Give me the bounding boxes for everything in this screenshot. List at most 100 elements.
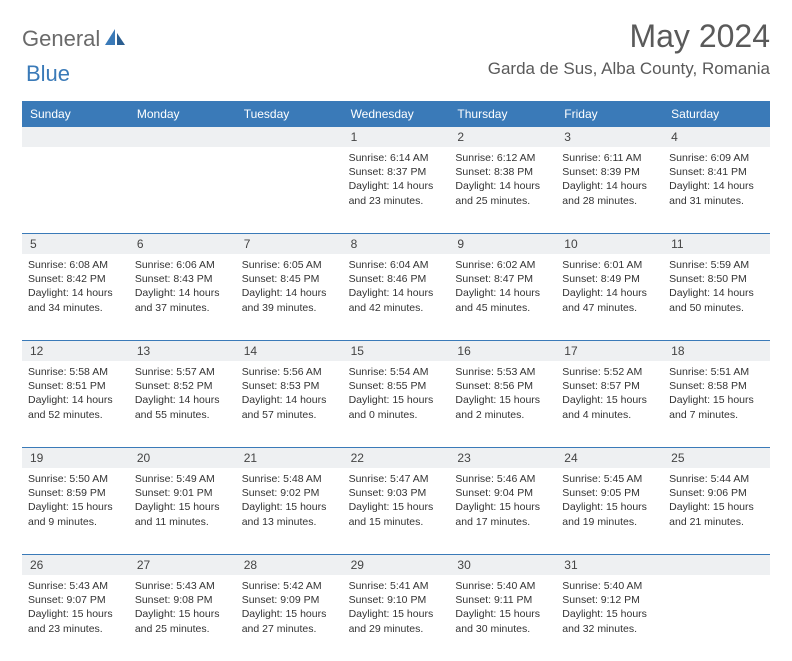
sunset: Sunset: 8:42 PM — [28, 272, 123, 286]
day-number — [129, 127, 236, 147]
daylight-line1: Daylight: 14 hours — [242, 286, 337, 300]
day-number: 18 — [663, 341, 770, 361]
daylight-line2: and 15 minutes. — [349, 515, 444, 529]
sunset: Sunset: 9:03 PM — [349, 486, 444, 500]
daylight-line1: Daylight: 15 hours — [562, 607, 657, 621]
daylight-line2: and 37 minutes. — [135, 301, 230, 315]
week-row: Sunrise: 5:50 AMSunset: 8:59 PMDaylight:… — [22, 468, 770, 555]
sunrise: Sunrise: 5:48 AM — [242, 472, 337, 486]
daylight-line1: Daylight: 15 hours — [349, 500, 444, 514]
daylight-line2: and 39 minutes. — [242, 301, 337, 315]
sunrise: Sunrise: 6:04 AM — [349, 258, 444, 272]
logo-text-general: General — [22, 26, 100, 52]
sunrise: Sunrise: 6:05 AM — [242, 258, 337, 272]
day-cell: Sunrise: 5:40 AMSunset: 9:12 PMDaylight:… — [556, 575, 663, 661]
daylight-line1: Daylight: 14 hours — [28, 286, 123, 300]
sunrise: Sunrise: 5:54 AM — [349, 365, 444, 379]
daynum-row: 262728293031 — [22, 555, 770, 575]
sunset: Sunset: 8:56 PM — [455, 379, 550, 393]
day-number: 14 — [236, 341, 343, 361]
daylight-line1: Daylight: 15 hours — [455, 393, 550, 407]
daylight-line1: Daylight: 14 hours — [669, 286, 764, 300]
weekday-header: SundayMondayTuesdayWednesdayThursdayFrid… — [22, 101, 770, 127]
day-cell: Sunrise: 5:51 AMSunset: 8:58 PMDaylight:… — [663, 361, 770, 447]
day-number: 5 — [22, 234, 129, 254]
logo-sail-icon — [104, 27, 126, 52]
daylight-line1: Daylight: 15 hours — [28, 607, 123, 621]
weekday-label: Sunday — [22, 101, 129, 127]
day-cell: Sunrise: 5:50 AMSunset: 8:59 PMDaylight:… — [22, 468, 129, 554]
day-number: 11 — [663, 234, 770, 254]
day-cell: Sunrise: 5:54 AMSunset: 8:55 PMDaylight:… — [343, 361, 450, 447]
day-cell: Sunrise: 5:59 AMSunset: 8:50 PMDaylight:… — [663, 254, 770, 340]
day-number — [663, 555, 770, 575]
sunset: Sunset: 8:45 PM — [242, 272, 337, 286]
sunrise: Sunrise: 5:51 AM — [669, 365, 764, 379]
daylight-line1: Daylight: 15 hours — [669, 393, 764, 407]
sunrise: Sunrise: 5:57 AM — [135, 365, 230, 379]
sunset: Sunset: 9:10 PM — [349, 593, 444, 607]
day-number: 26 — [22, 555, 129, 575]
sunrise: Sunrise: 5:40 AM — [562, 579, 657, 593]
daylight-line2: and 25 minutes. — [135, 622, 230, 636]
day-number: 8 — [343, 234, 450, 254]
day-number: 9 — [449, 234, 556, 254]
sunrise: Sunrise: 5:49 AM — [135, 472, 230, 486]
day-number: 15 — [343, 341, 450, 361]
daylight-line2: and 21 minutes. — [669, 515, 764, 529]
daylight-line1: Daylight: 15 hours — [349, 393, 444, 407]
sunrise: Sunrise: 5:40 AM — [455, 579, 550, 593]
daylight-line2: and 50 minutes. — [669, 301, 764, 315]
daylight-line2: and 13 minutes. — [242, 515, 337, 529]
sunrise: Sunrise: 6:11 AM — [562, 151, 657, 165]
daylight-line2: and 30 minutes. — [455, 622, 550, 636]
sunrise: Sunrise: 5:47 AM — [349, 472, 444, 486]
day-cell: Sunrise: 6:14 AMSunset: 8:37 PMDaylight:… — [343, 147, 450, 233]
sunset: Sunset: 8:38 PM — [455, 165, 550, 179]
sunrise: Sunrise: 5:50 AM — [28, 472, 123, 486]
sunset: Sunset: 9:09 PM — [242, 593, 337, 607]
daylight-line2: and 29 minutes. — [349, 622, 444, 636]
day-cell: Sunrise: 5:44 AMSunset: 9:06 PMDaylight:… — [663, 468, 770, 554]
sunset: Sunset: 8:49 PM — [562, 272, 657, 286]
day-cell: Sunrise: 5:43 AMSunset: 9:08 PMDaylight:… — [129, 575, 236, 661]
sunset: Sunset: 9:11 PM — [455, 593, 550, 607]
day-cell: Sunrise: 5:58 AMSunset: 8:51 PMDaylight:… — [22, 361, 129, 447]
day-cell: Sunrise: 5:43 AMSunset: 9:07 PMDaylight:… — [22, 575, 129, 661]
daylight-line1: Daylight: 15 hours — [135, 607, 230, 621]
sunrise: Sunrise: 5:56 AM — [242, 365, 337, 379]
sunset: Sunset: 8:51 PM — [28, 379, 123, 393]
logo: General — [22, 18, 130, 52]
month-title: May 2024 — [488, 18, 770, 55]
day-cell: Sunrise: 5:48 AMSunset: 9:02 PMDaylight:… — [236, 468, 343, 554]
sunrise: Sunrise: 6:02 AM — [455, 258, 550, 272]
day-cell: Sunrise: 6:12 AMSunset: 8:38 PMDaylight:… — [449, 147, 556, 233]
sunrise: Sunrise: 6:06 AM — [135, 258, 230, 272]
daylight-line1: Daylight: 14 hours — [669, 179, 764, 193]
day-cell — [129, 147, 236, 233]
day-number: 2 — [449, 127, 556, 147]
daylight-line2: and 4 minutes. — [562, 408, 657, 422]
daylight-line2: and 7 minutes. — [669, 408, 764, 422]
daylight-line1: Daylight: 14 hours — [455, 286, 550, 300]
daylight-line1: Daylight: 15 hours — [242, 607, 337, 621]
daylight-line1: Daylight: 14 hours — [349, 179, 444, 193]
sunrise: Sunrise: 6:12 AM — [455, 151, 550, 165]
day-cell: Sunrise: 6:02 AMSunset: 8:47 PMDaylight:… — [449, 254, 556, 340]
week-row: Sunrise: 5:58 AMSunset: 8:51 PMDaylight:… — [22, 361, 770, 448]
sunset: Sunset: 8:43 PM — [135, 272, 230, 286]
sunset: Sunset: 9:12 PM — [562, 593, 657, 607]
sunset: Sunset: 8:58 PM — [669, 379, 764, 393]
daylight-line1: Daylight: 14 hours — [349, 286, 444, 300]
day-number: 16 — [449, 341, 556, 361]
day-number: 24 — [556, 448, 663, 468]
day-number: 21 — [236, 448, 343, 468]
day-number: 31 — [556, 555, 663, 575]
day-cell — [22, 147, 129, 233]
day-cell: Sunrise: 6:05 AMSunset: 8:45 PMDaylight:… — [236, 254, 343, 340]
daylight-line2: and 31 minutes. — [669, 194, 764, 208]
daylight-line1: Daylight: 14 hours — [455, 179, 550, 193]
sunrise: Sunrise: 5:44 AM — [669, 472, 764, 486]
day-cell: Sunrise: 5:45 AMSunset: 9:05 PMDaylight:… — [556, 468, 663, 554]
sunset: Sunset: 9:05 PM — [562, 486, 657, 500]
